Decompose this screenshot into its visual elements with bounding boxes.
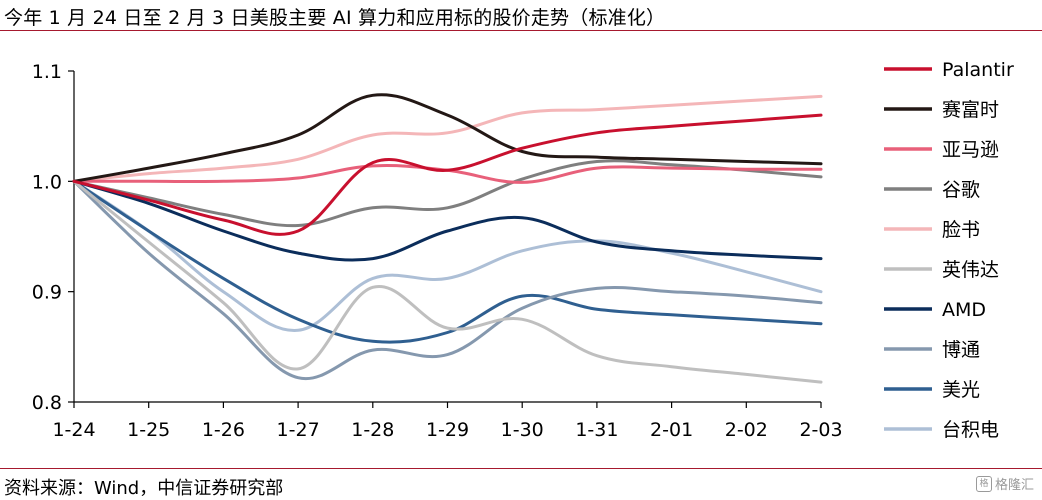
legend-item: 谷歌 xyxy=(884,179,980,201)
x-tick-label: 1-31 xyxy=(575,419,618,441)
y-tick-label: 1.0 xyxy=(32,171,62,193)
series-line xyxy=(72,179,823,384)
legend-item: 亚马逊 xyxy=(884,139,999,161)
legend-item: 博通 xyxy=(884,339,980,361)
footer-divider xyxy=(0,468,1042,469)
x-tick-label: 1-28 xyxy=(351,419,394,441)
chart-title: 今年 1 月 24 日至 2 月 3 日美股主要 AI 算力和应用标的股价走势（… xyxy=(4,7,666,29)
chart-axes: 0.8 0.9 1.0 1.1 1-24 1-25 1-26 1-27 1-28 1-29 1-30… xyxy=(32,61,843,441)
title-divider xyxy=(0,30,1042,31)
legend-label: Palantir xyxy=(942,59,1014,81)
legend-label: 谷歌 xyxy=(942,179,980,201)
legend-item: 脸书 xyxy=(884,219,980,241)
legend-item: AMD xyxy=(884,299,986,321)
watermark: 格 格隆汇 xyxy=(975,474,1034,493)
x-tick-label: 1-25 xyxy=(127,419,170,441)
x-tick-label: 2-01 xyxy=(650,419,693,441)
series-line xyxy=(72,113,823,236)
legend-label: 亚马逊 xyxy=(942,139,999,161)
legend-label: 美光 xyxy=(942,379,980,401)
series-line xyxy=(72,179,823,381)
series-line xyxy=(72,93,823,183)
x-tick-label: 1-27 xyxy=(277,419,320,441)
x-tick-label: 2-02 xyxy=(725,419,768,441)
watermark-logo-icon: 格 xyxy=(975,475,992,492)
x-tick-label: 1-24 xyxy=(52,419,95,441)
legend-item: 美光 xyxy=(884,379,980,401)
y-tick-label: 1.1 xyxy=(32,61,62,83)
y-tick-label: 0.9 xyxy=(32,282,62,304)
legend-label: AMD xyxy=(942,299,986,321)
legend-item: Palantir xyxy=(884,59,1014,81)
legend-label: 赛富时 xyxy=(942,99,999,121)
series-line xyxy=(72,179,823,262)
series-line xyxy=(72,159,823,228)
legend-label: 台积电 xyxy=(942,419,999,441)
legend-item: 台积电 xyxy=(884,419,999,441)
series-line xyxy=(72,179,823,332)
chart-series-lines xyxy=(72,93,823,384)
x-tick-label: 1-26 xyxy=(202,419,245,441)
x-tick-label: 2-03 xyxy=(799,419,842,441)
legend-label: 博通 xyxy=(942,339,980,361)
source-note: 资料来源：Wind，中信证券研究部 xyxy=(4,478,284,499)
y-tick-label: 0.8 xyxy=(32,392,62,414)
x-tick-label: 1-29 xyxy=(426,419,469,441)
legend-item: 赛富时 xyxy=(884,99,999,121)
legend-label: 脸书 xyxy=(942,219,980,241)
legend-item: 英伟达 xyxy=(884,259,999,281)
series-line xyxy=(72,94,823,183)
series-line xyxy=(72,179,823,344)
legend-label: 英伟达 xyxy=(942,259,999,281)
watermark-text: 格隆汇 xyxy=(994,478,1034,493)
x-tick-label: 1-30 xyxy=(501,419,544,441)
series-line xyxy=(72,164,823,184)
